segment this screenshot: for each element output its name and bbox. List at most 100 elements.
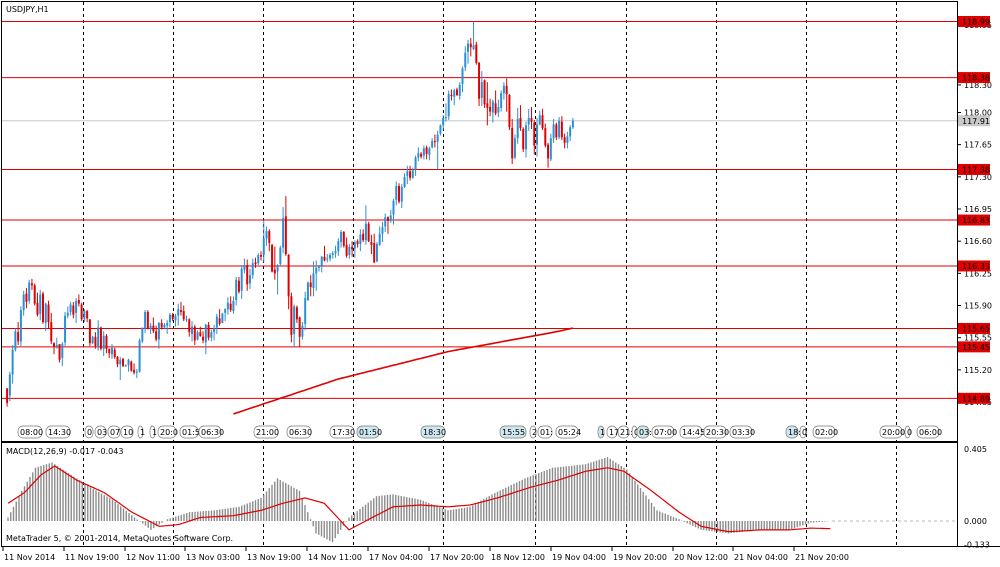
candle-body: [472, 45, 475, 50]
candle-body: [243, 265, 246, 270]
candle-body: [133, 369, 136, 373]
price-tag-label: 116.83: [962, 216, 990, 225]
candle-body: [268, 231, 271, 244]
candle-body: [99, 327, 102, 349]
candle-body: [389, 215, 392, 221]
session-tag: [17, 425, 43, 439]
candle-body: [519, 118, 522, 129]
candle-body: [464, 52, 467, 68]
candle-body: [478, 62, 481, 99]
session-label: 0: [802, 428, 807, 437]
price-tick-label: 115.20: [964, 366, 992, 375]
session-label: 21:00: [256, 428, 279, 437]
candle-body: [168, 314, 171, 323]
candle-body: [276, 265, 279, 272]
candle-body: [33, 285, 36, 304]
time-tick-label: 19 Nov 04:00: [552, 553, 606, 562]
price-tag: [958, 115, 990, 127]
candle-body: [66, 312, 69, 316]
price-tag-label: 115.45: [962, 343, 990, 352]
session-tag: [916, 425, 940, 439]
copyright-text: MetaTrader 5, © 2001-2014, MetaQuotes So…: [6, 534, 233, 543]
candle-body: [279, 247, 282, 265]
candle-body: [221, 313, 224, 323]
candle-body: [431, 140, 434, 148]
time-tick-label: 13 Nov 19:00: [247, 553, 301, 562]
price-tag-label: 114.89: [962, 394, 990, 403]
price-tag-label: 117.91: [962, 117, 990, 126]
session-label: 18:30: [423, 428, 446, 437]
candle-body: [356, 241, 359, 244]
candle-body: [489, 106, 492, 112]
candle-body: [547, 144, 550, 159]
price-tick-label: 115.90: [964, 302, 992, 311]
candle-body: [64, 315, 67, 343]
candle-body: [213, 328, 216, 333]
candle-body: [141, 327, 144, 342]
candle-body: [97, 327, 100, 347]
candle-body: [571, 120, 574, 128]
candle-body: [273, 269, 276, 274]
candle-body: [414, 157, 417, 170]
candle-body: [30, 283, 33, 286]
candle-body: [155, 331, 158, 340]
candle-body: [232, 300, 235, 312]
candle-body: [80, 304, 83, 320]
session-label: 08:00: [20, 428, 43, 437]
candle-body: [88, 319, 91, 344]
candle-body: [304, 298, 307, 324]
session-label: 0: [87, 428, 92, 437]
candle-body: [77, 299, 80, 304]
session-label: 17:30: [332, 428, 355, 437]
candle-body: [235, 279, 238, 300]
candle-body: [428, 148, 431, 155]
candle-body: [130, 361, 133, 371]
candle-body: [555, 124, 558, 138]
candle-body: [47, 304, 50, 323]
candle-body: [265, 231, 268, 239]
candle-body: [226, 302, 229, 310]
session-tag: [356, 425, 380, 439]
candle-body: [215, 316, 218, 328]
candle-body: [398, 186, 401, 202]
session-label: 2: [532, 428, 537, 437]
price-tick-label: 115.55: [964, 334, 992, 343]
symbol-label: USDJPY,H1: [6, 5, 49, 14]
candle-body: [511, 128, 514, 159]
price-tag: [958, 214, 990, 226]
time-tick-label: 17 Nov 04:00: [369, 553, 423, 562]
candle-body: [229, 303, 232, 311]
price-tick-label: 116.60: [964, 237, 992, 246]
candle-body: [260, 254, 263, 257]
candle-body: [522, 129, 525, 150]
candle-body: [403, 176, 406, 187]
candle-body: [317, 266, 320, 268]
candle-body: [240, 268, 243, 291]
macd-pane-frame: [1, 442, 958, 547]
candle-body: [17, 332, 20, 342]
candle-body: [348, 246, 351, 255]
candle-body: [207, 324, 210, 338]
candle-body: [149, 325, 152, 330]
candle-body: [406, 171, 409, 176]
candle-body: [138, 340, 141, 372]
candle-body: [119, 359, 122, 365]
candle-body: [461, 68, 464, 84]
session-label: 01:5: [182, 428, 200, 437]
price-tag: [958, 322, 990, 334]
time-tick-label: 17 Nov 20:00: [430, 553, 484, 562]
session-label: 18:: [788, 428, 801, 437]
candle-body: [378, 233, 381, 245]
candle-body: [199, 332, 202, 336]
candle-body: [146, 311, 149, 329]
price-tag-label: 115.65: [962, 324, 990, 333]
candle-body: [444, 117, 447, 119]
candle-body: [353, 242, 356, 249]
price-tag-label: 116.33: [962, 262, 990, 271]
price-tag: [958, 16, 990, 27]
candle-body: [188, 319, 191, 333]
candle-body: [152, 325, 155, 332]
time-tick-label: 12 Nov 11:00: [126, 553, 180, 562]
candle-body: [483, 80, 486, 105]
